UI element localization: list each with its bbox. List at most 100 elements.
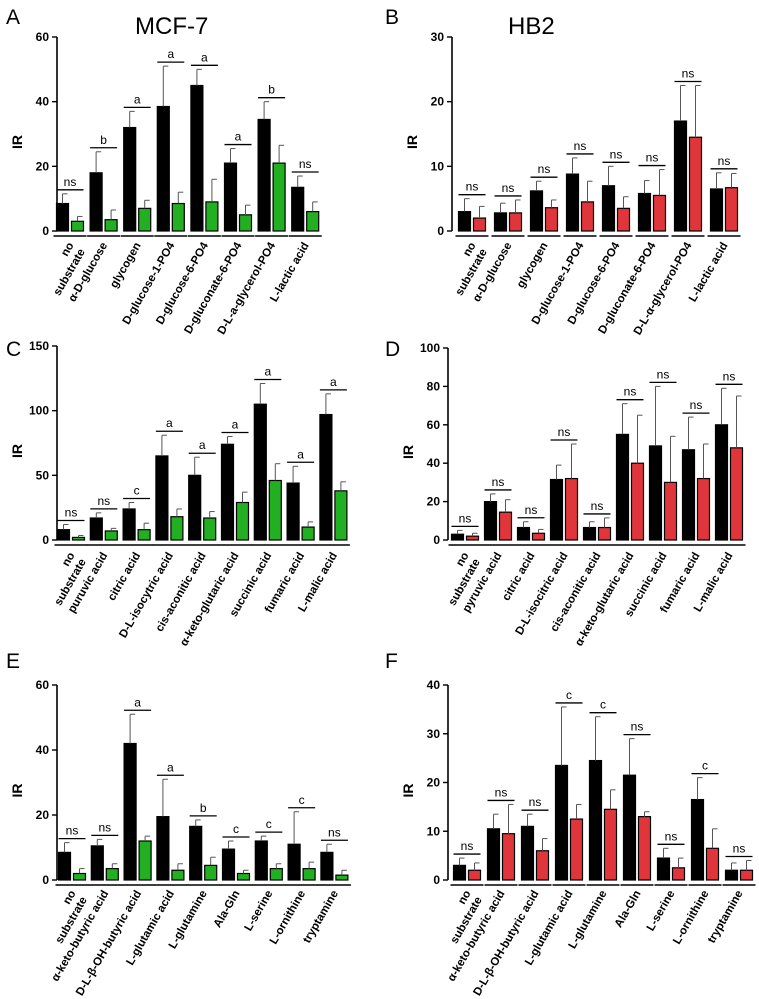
significance-label: c: [134, 483, 140, 497]
bar-black: [156, 816, 170, 881]
bar-red: [603, 808, 618, 881]
bar-red: [671, 867, 686, 881]
bar-black: [253, 403, 267, 541]
bar-black: [690, 798, 705, 881]
bar-red: [616, 207, 631, 232]
panel-letter: C: [6, 338, 21, 361]
significance-label: b: [100, 133, 107, 147]
significance-label: ns: [328, 825, 341, 839]
bar-red: [580, 201, 595, 232]
significance-label: a: [297, 447, 304, 461]
significance-label: ns: [682, 67, 695, 81]
category-label: Ala-Gln: [212, 889, 243, 930]
y-tick-label: 20: [36, 159, 50, 173]
significance-label: ns: [733, 842, 746, 856]
bar-green: [171, 202, 185, 232]
bar-red: [508, 212, 523, 232]
bar-black: [90, 845, 104, 881]
bar-black: [287, 843, 301, 881]
significance-label: ns: [97, 494, 110, 508]
bar-green: [104, 530, 118, 541]
panel-letter: F: [385, 650, 398, 673]
y-axis-title: IR: [400, 445, 416, 459]
bar-green: [268, 479, 282, 541]
bar-red: [688, 136, 703, 232]
bar-green: [269, 868, 283, 881]
significance-label: a: [330, 375, 337, 389]
significance-label: ns: [538, 162, 551, 176]
bar-green: [204, 864, 218, 881]
bar-red: [729, 447, 744, 541]
y-tick-label: 20: [36, 808, 50, 822]
bar-black: [582, 526, 597, 541]
y-tick-label: 60: [36, 30, 50, 44]
bar-green: [70, 220, 85, 232]
y-tick-label: 50: [36, 468, 50, 482]
y-tick-label: 20: [427, 495, 441, 509]
significance-label: c: [266, 817, 272, 831]
bar-red: [705, 847, 720, 881]
bar-group: a glycogen: [108, 92, 154, 290]
bar-green: [170, 516, 184, 541]
bar-black: [220, 443, 235, 541]
bar-red: [467, 869, 482, 881]
y-tick-label: 0: [42, 224, 49, 238]
bar-black: [188, 474, 202, 541]
bar-green: [306, 211, 320, 232]
category-label: Ala-Gln: [613, 889, 644, 930]
bar-black: [221, 848, 236, 881]
category-label: citric acid: [106, 551, 143, 604]
significance-label: ns: [525, 503, 538, 517]
bar-group: c L-ornithine: [671, 759, 722, 947]
bar-black: [190, 84, 204, 232]
significance-label: ns: [631, 720, 644, 734]
significance-label: ns: [718, 154, 731, 168]
bar-group: ns Ala-Gln: [613, 720, 654, 930]
bar-group: c Ala-Gln: [212, 822, 253, 930]
bar-green: [334, 490, 348, 541]
bar-green: [72, 872, 87, 881]
bar-black: [450, 533, 465, 541]
bar-black: [486, 828, 501, 881]
bar-green: [238, 214, 253, 232]
bar-black: [554, 764, 569, 881]
chart-title: HB2: [508, 13, 555, 40]
bar-black: [254, 840, 268, 881]
category-label: tryptamine: [706, 889, 746, 946]
bar-black: [724, 869, 739, 881]
bar-black: [156, 105, 170, 232]
significance-label: b: [268, 83, 275, 97]
bar-green: [272, 162, 286, 232]
y-tick-label: 100: [29, 404, 49, 418]
bar-green: [203, 517, 217, 541]
bar-black: [57, 851, 72, 881]
significance-label: ns: [461, 839, 474, 853]
y-tick-label: 40: [36, 743, 50, 757]
y-tick-label: 60: [36, 678, 50, 692]
bar-black: [89, 517, 103, 541]
bar-red: [564, 477, 579, 541]
significance-label: ns: [610, 147, 623, 161]
bar-red: [663, 481, 678, 541]
bar-red: [597, 526, 612, 541]
y-tick-label: 10: [427, 824, 441, 838]
y-tick-label: 0: [437, 224, 444, 238]
significance-label: ns: [502, 181, 515, 195]
bar-green: [235, 501, 250, 541]
bar-black: [549, 478, 564, 541]
significance-label: a: [232, 418, 239, 432]
significance-label: a: [199, 438, 206, 452]
significance-label: ns: [574, 139, 587, 153]
panel-letter: A: [6, 6, 20, 29]
y-axis-title: IR: [400, 784, 416, 798]
bar-black: [615, 433, 630, 541]
y-tick-label: 40: [427, 678, 441, 692]
bar-green: [171, 869, 185, 881]
bar-black: [291, 186, 305, 232]
bar-black: [452, 864, 467, 881]
bar-green: [205, 201, 219, 232]
significance-label: ns: [591, 499, 604, 513]
y-tick-label: 0: [42, 533, 49, 547]
bar-red: [501, 833, 516, 881]
bar-group: ns L-serine: [645, 829, 688, 933]
